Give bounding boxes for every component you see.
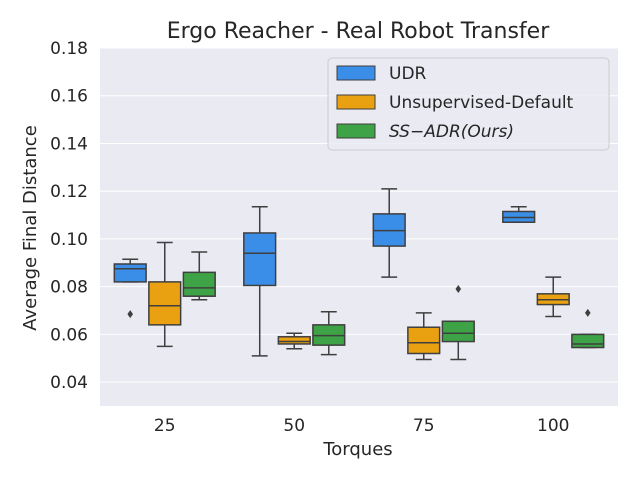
x-tick-label: 25: [154, 416, 176, 436]
legend: UDR Unsupervised-Default SS−ADR(Ours): [327, 57, 610, 151]
y-tick-label: 0.16: [50, 87, 88, 107]
legend-label-ss-adr: SS−ADR(Ours): [389, 122, 514, 142]
y-tick-label: 0.14: [50, 134, 88, 154]
legend-swatch-udr: [336, 65, 376, 81]
box-body: [277, 336, 311, 345]
box-udr-75: [372, 188, 406, 278]
x-axis-label: Torques: [322, 439, 392, 460]
box-body: [441, 320, 475, 343]
y-tick-label: 0.18: [50, 39, 88, 59]
legend-frame: [327, 57, 610, 151]
y-tick-labels: 0.04 0.06 0.08 0.10 0.12 0.14 0.16 0.18: [50, 39, 88, 393]
box-udr-100: [502, 205, 536, 223]
y-tick-label: 0.12: [50, 182, 88, 202]
box-udr-50: [243, 205, 277, 357]
legend-label-unsupervised-default: Unsupervised-Default: [389, 93, 574, 113]
box-ss-adr-ours--50: [312, 310, 346, 356]
box-body: [407, 326, 441, 355]
legend-label-udr: UDR: [389, 64, 427, 84]
box-ss-adr-ours--25: [182, 251, 216, 301]
x-tick-label: 50: [283, 416, 305, 436]
legend-swatch-unsupervised-default: [336, 94, 376, 110]
box-ss-adr-ours--100: [571, 308, 605, 349]
box-unsupervised-default-50: [277, 332, 311, 350]
x-tick-label: 75: [413, 416, 435, 436]
x-tick-label: 100: [537, 416, 569, 436]
y-tick-label: 0.08: [50, 278, 88, 298]
y-tick-label: 0.06: [50, 325, 88, 345]
legend-swatch-ss-adr: [336, 123, 376, 139]
chart-title: Ergo Reacher - Real Robot Transfer: [167, 19, 550, 44]
box-body: [182, 271, 216, 297]
y-axis-label: Average Final Distance: [20, 125, 41, 331]
y-tick-label: 0.10: [50, 230, 88, 250]
box-udr-25: [113, 258, 147, 319]
box-unsupervised-default-75: [407, 312, 441, 361]
box-body: [243, 232, 277, 287]
outlier-point: [584, 308, 591, 317]
box-unsupervised-default-25: [148, 241, 182, 348]
boxes: [113, 188, 605, 361]
box-body: [571, 333, 605, 349]
box-ss-adr-ours--75: [441, 285, 475, 361]
x-tick-labels: 25 50 75 100: [154, 416, 570, 436]
y-tick-label: 0.04: [50, 373, 88, 393]
box-body: [148, 281, 182, 326]
outlier-point: [455, 285, 462, 294]
outlier-point: [127, 310, 134, 319]
box-unsupervised-default-100: [536, 276, 570, 318]
box-body: [113, 263, 147, 283]
